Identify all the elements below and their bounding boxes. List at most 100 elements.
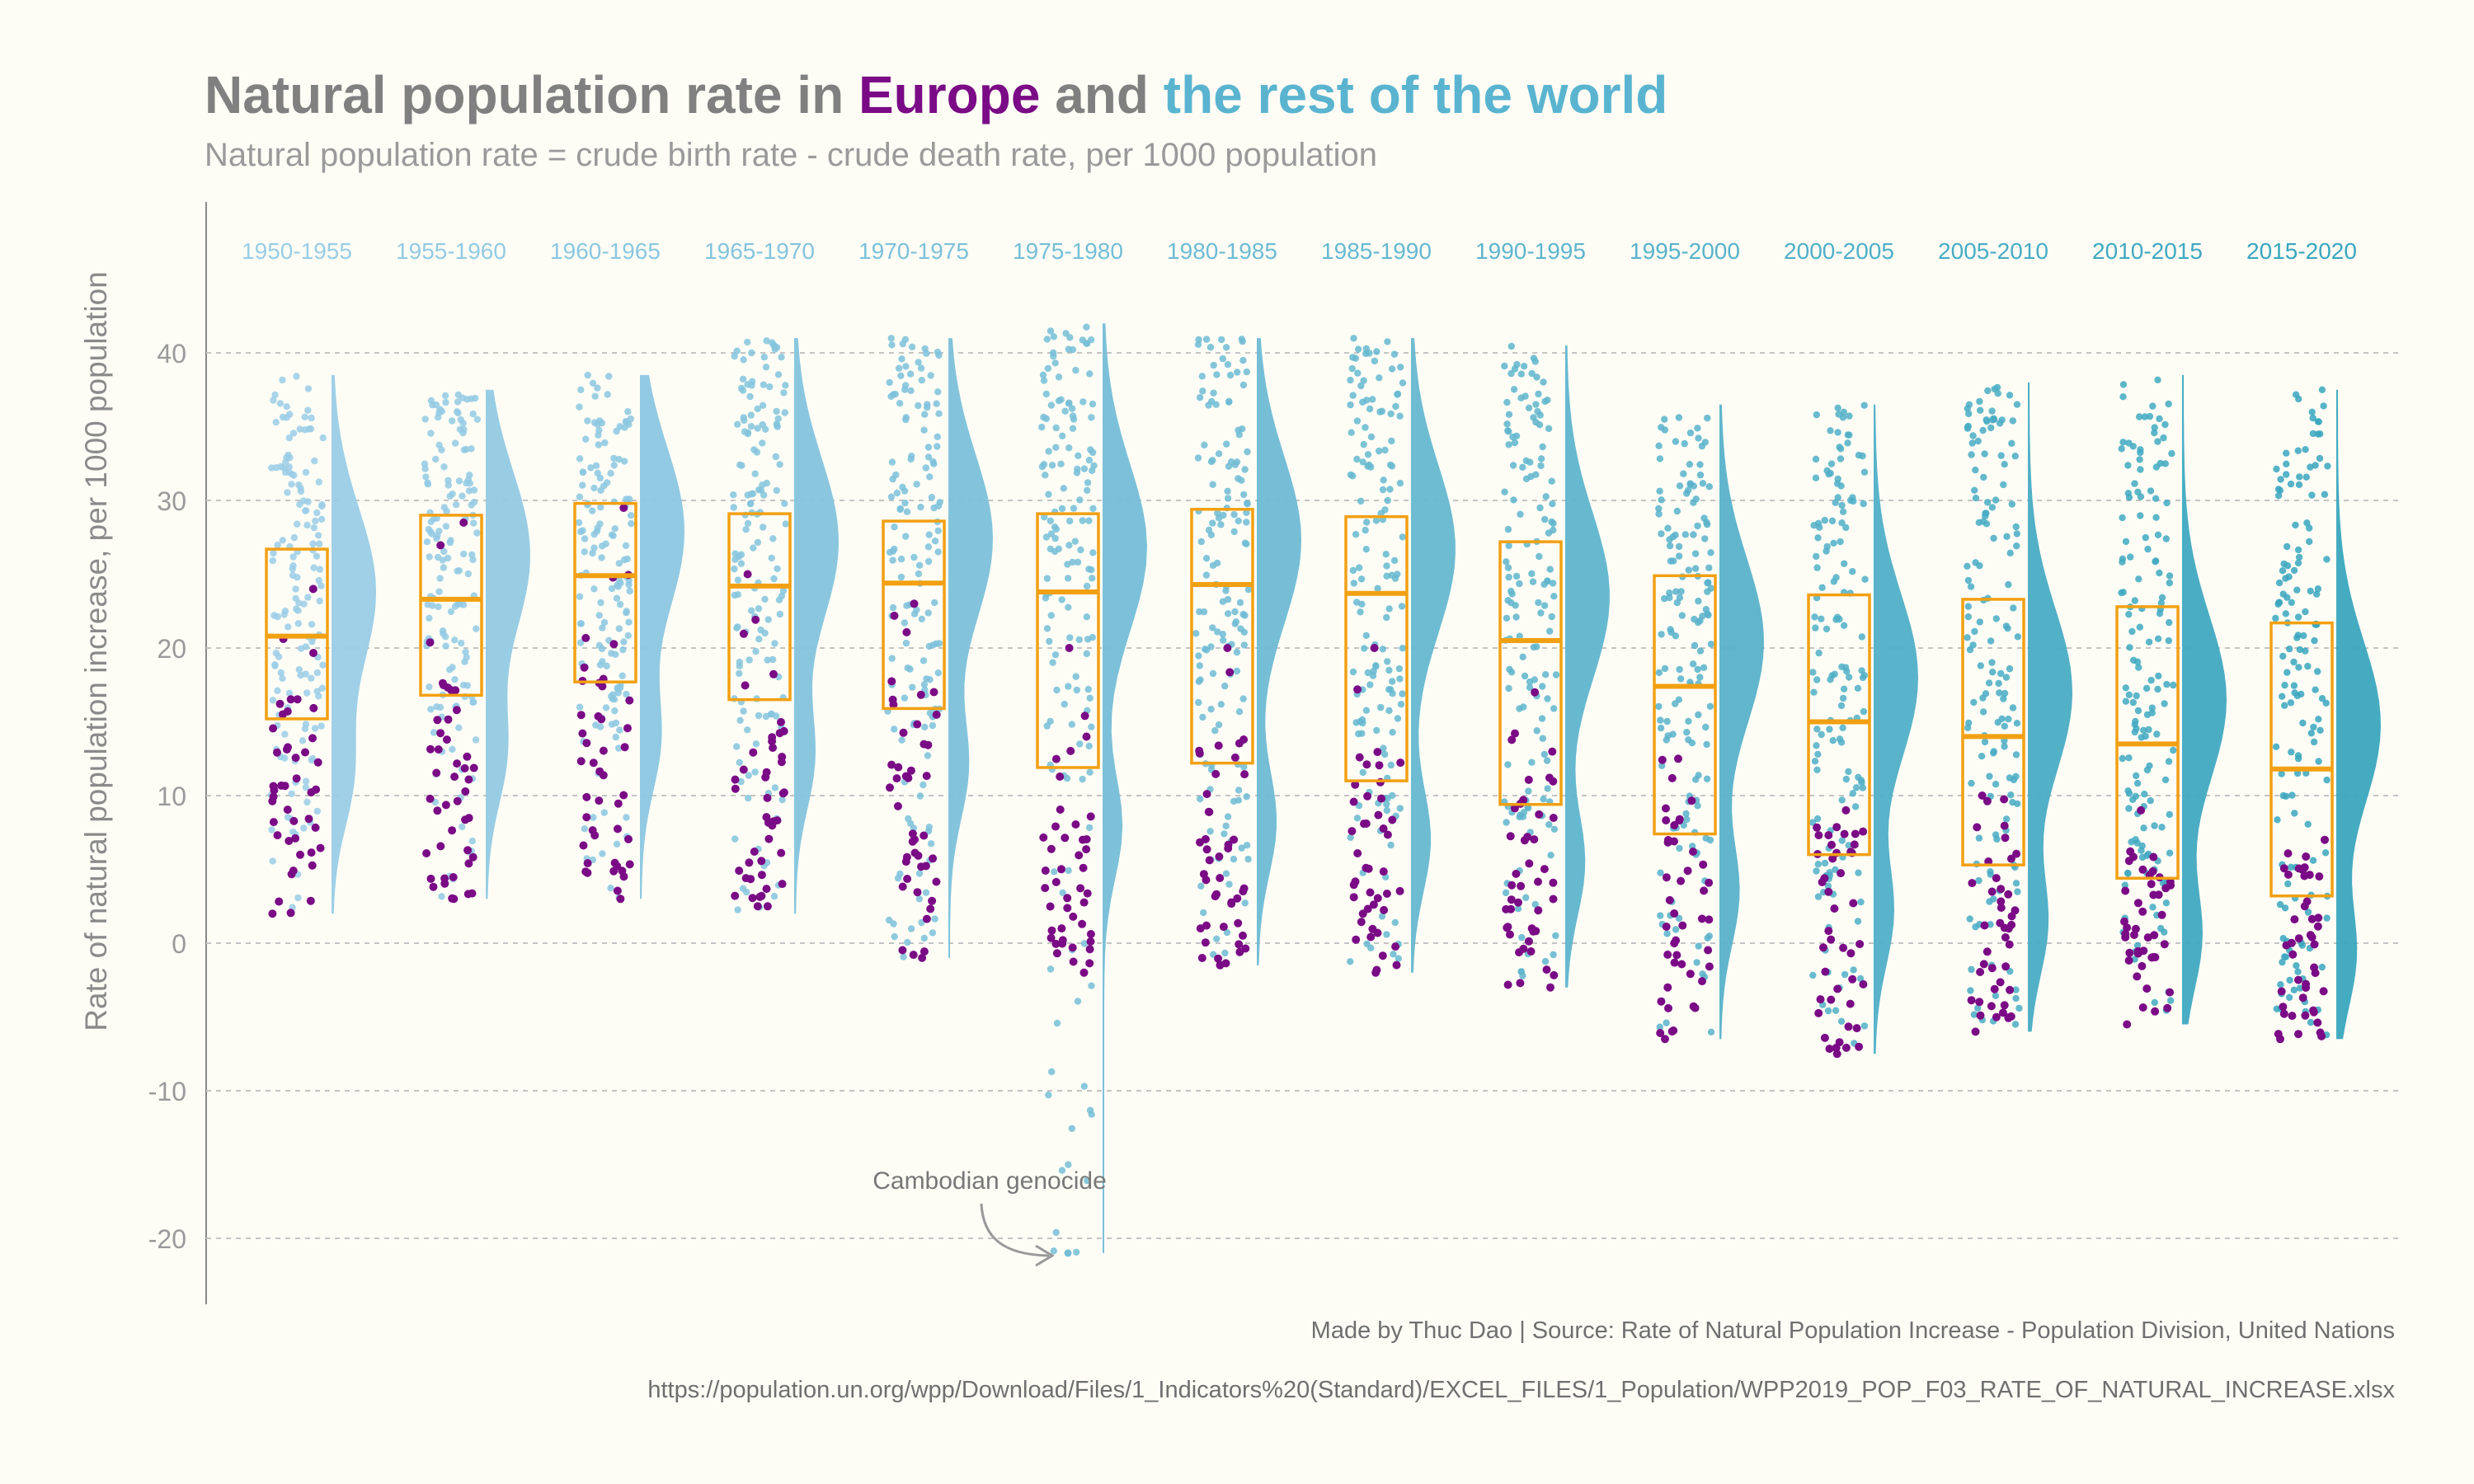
point-rest-of-world [1533,373,1540,381]
point-rest-of-world [277,463,285,471]
point-rest-of-world [458,639,465,647]
point-rest-of-world [1225,463,1233,470]
point-rest-of-world [1968,779,1975,787]
point-rest-of-world [2162,535,2170,542]
point-rest-of-world [576,639,585,646]
point-rest-of-world [1969,432,1977,439]
point-rest-of-world [1859,452,1866,460]
point-europe [1967,996,1976,1005]
point-rest-of-world [736,658,743,666]
point-rest-of-world [294,520,301,528]
point-rest-of-world [1213,371,1221,378]
point-rest-of-world [1363,397,1371,404]
point-rest-of-world [1519,463,1526,471]
point-europe [583,859,592,867]
point-rest-of-world [1373,726,1380,735]
point-rest-of-world [1992,992,2000,1000]
point-europe [1051,939,1061,948]
point-europe [464,814,473,823]
point-rest-of-world [1383,613,1390,622]
point-rest-of-world [1552,671,1560,679]
point-rest-of-world [1382,551,1390,558]
point-rest-of-world [2279,590,2287,598]
point-europe [2300,871,2309,881]
point-rest-of-world [302,777,310,785]
point-rest-of-world [1362,632,1371,639]
category-group-2000-2005: 2000-2005 [1784,238,1918,1059]
point-europe [1662,923,1671,931]
point-rest-of-world [619,646,627,654]
point-europe [750,848,759,856]
point-rest-of-world [295,481,303,489]
point-rest-of-world [1526,683,1534,691]
point-rest-of-world [436,575,444,582]
point-rest-of-world [1069,412,1077,420]
point-rest-of-world [2291,810,2298,817]
point-rest-of-world [1985,679,1993,687]
point-europe [426,794,435,803]
point-rest-of-world [1211,727,1219,735]
point-europe [1349,797,1358,806]
point-rest-of-world [741,428,749,435]
point-rest-of-world [2316,726,2324,734]
category-label: 1960-1965 [550,238,661,264]
point-rest-of-world [308,674,315,682]
point-rest-of-world [1043,336,1051,343]
point-europe [924,740,933,749]
point-rest-of-world [907,387,915,395]
point-rest-of-world [1997,669,2005,678]
point-rest-of-world [2166,618,2173,627]
point-rest-of-world [2129,656,2138,664]
point-europe [1848,974,1857,984]
point-rest-of-world [2127,553,2134,561]
point-rest-of-world [442,398,449,406]
point-europe [609,866,618,876]
point-rest-of-world [2149,904,2157,911]
point-rest-of-world [1501,362,1508,370]
point-rest-of-world [2125,691,2133,698]
point-rest-of-world [271,662,279,669]
point-rest-of-world [317,515,326,523]
point-europe [1511,729,1519,738]
point-europe [2279,1009,2288,1018]
point-europe [2294,864,2303,873]
point-rest-of-world [755,636,763,643]
point-rest-of-world [2294,613,2302,621]
point-rest-of-world [1083,340,1090,347]
point-rest-of-world [1239,381,1248,389]
point-rest-of-world [1983,499,1992,506]
point-rest-of-world [1230,855,1238,863]
point-europe [914,851,923,860]
point-rest-of-world [739,375,747,383]
point-rest-of-world [918,615,926,622]
point-europe [922,914,931,923]
point-rest-of-world [2315,418,2322,425]
point-rest-of-world [2287,480,2295,488]
point-rest-of-world [1702,834,1710,842]
point-rest-of-world [1065,345,1073,353]
point-europe [1852,1024,1861,1033]
point-europe [1388,815,1397,824]
point-rest-of-world [779,587,788,594]
point-rest-of-world [1858,633,1865,641]
point-rest-of-world [2138,734,2145,741]
point-rest-of-world [440,504,448,511]
point-europe [308,734,317,743]
point-rest-of-world [1969,641,1977,649]
point-europe [284,743,292,752]
point-rest-of-world [1838,519,1846,527]
point-rest-of-world [1042,533,1051,541]
point-rest-of-world [1813,815,1822,823]
point-rest-of-world [576,703,584,711]
point-rest-of-world [1385,707,1393,715]
point-rest-of-world [1061,701,1069,708]
point-europe [763,793,772,802]
point-rest-of-world [612,733,619,741]
point-rest-of-world [1976,618,1983,626]
point-rest-of-world [466,472,473,479]
point-europe [1700,886,1709,895]
point-rest-of-world [1676,482,1684,490]
point-rest-of-world [1051,524,1059,531]
point-rest-of-world [1861,575,1869,583]
violin-rest-of-world [2336,389,2381,1040]
